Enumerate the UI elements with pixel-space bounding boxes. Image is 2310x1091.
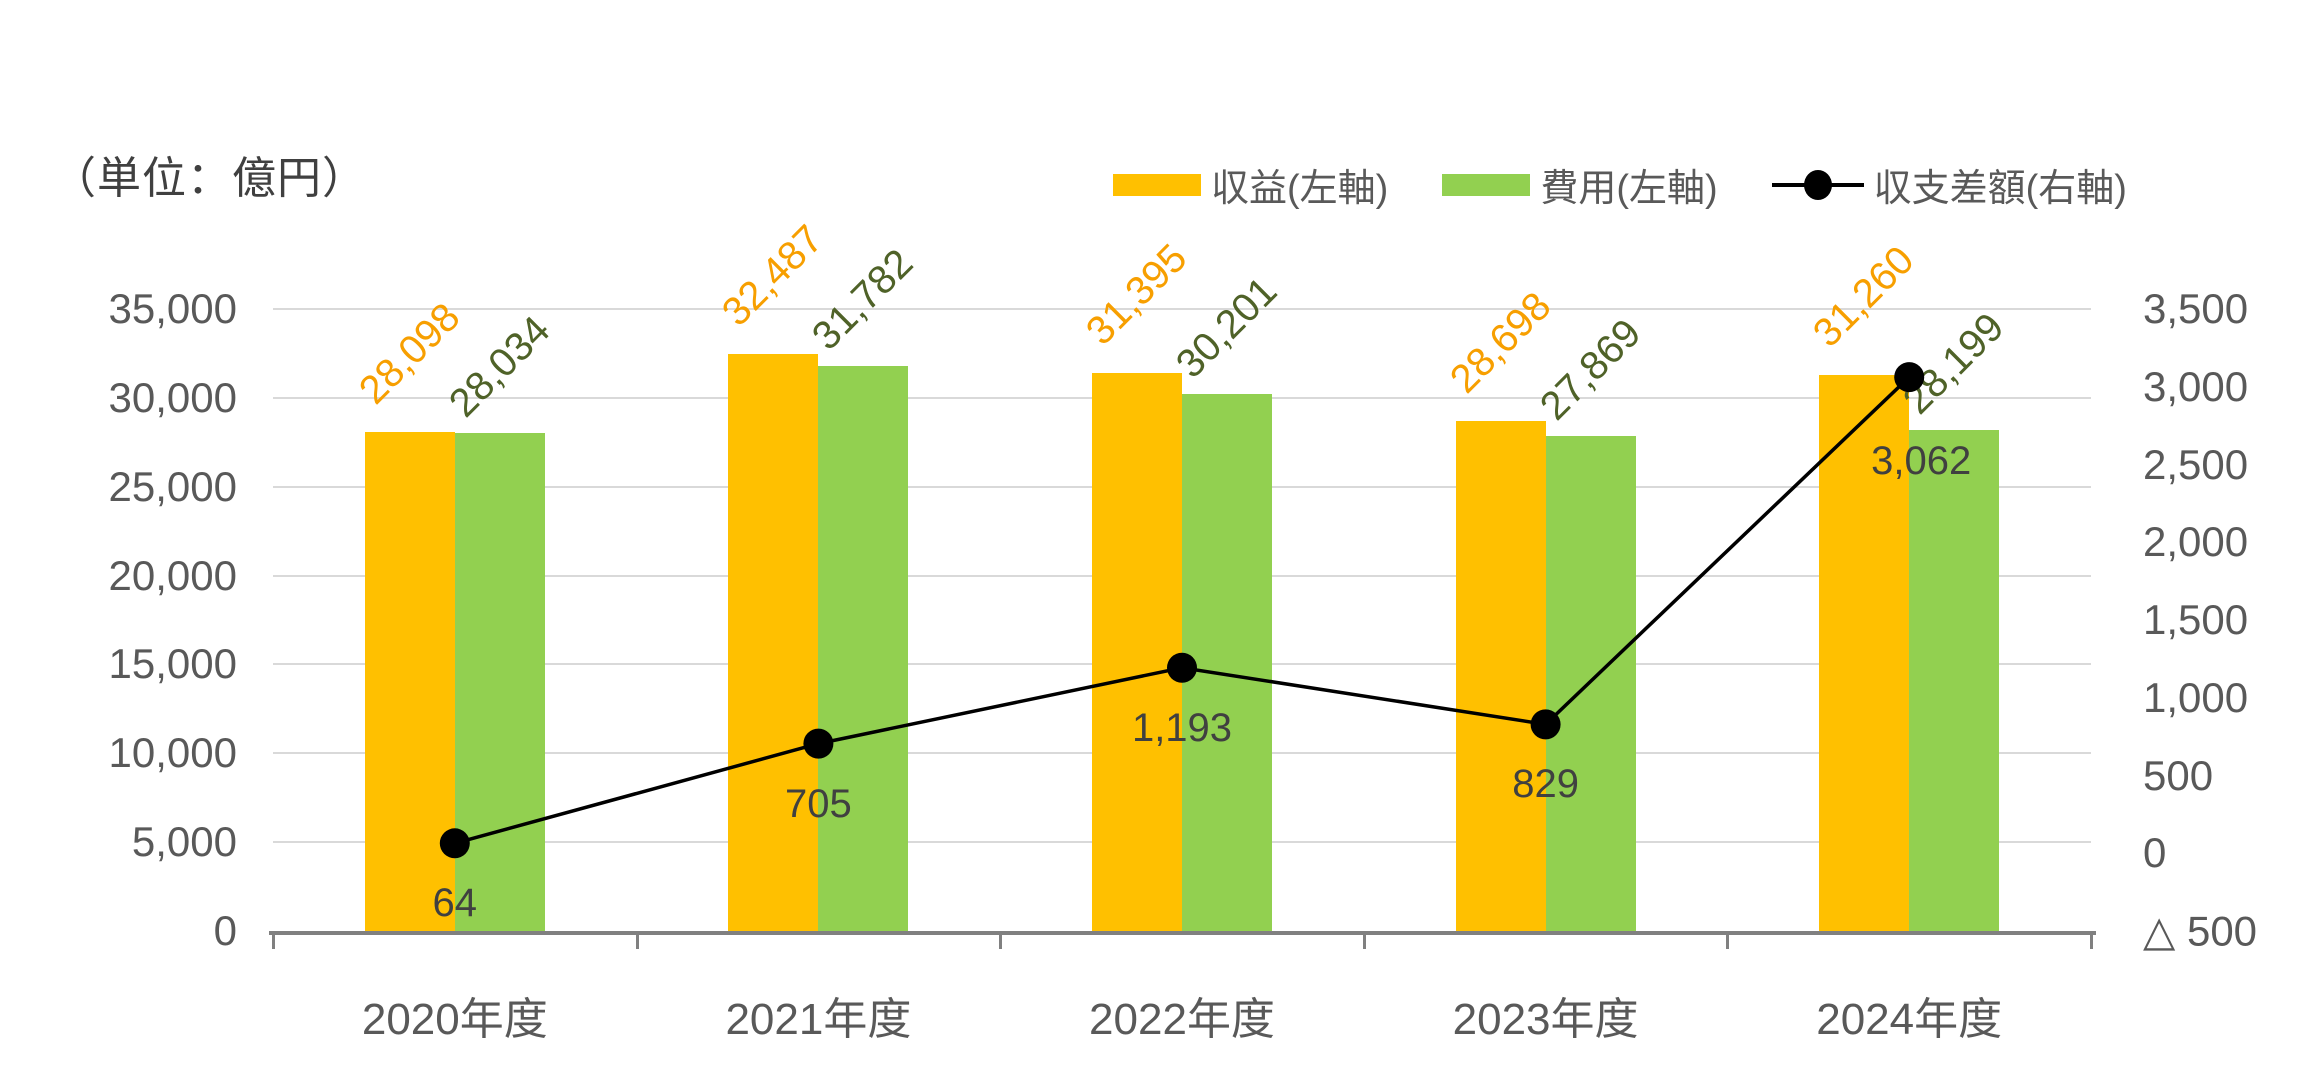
balance-value-label: 705: [785, 781, 852, 826]
x-axis-tick: [999, 935, 1003, 949]
bar-収益(左軸)-2022年度: [1092, 373, 1182, 931]
balance-line-marker-icon: [1771, 169, 1864, 200]
bar-収益(左軸)-2020年度: [364, 431, 455, 931]
right-axis-tick-label: 1,500: [2143, 596, 2249, 643]
x-axis-category-label: 2024年度: [1816, 995, 2003, 1044]
x-axis-line: [269, 931, 2096, 935]
balance-line-series: [439, 362, 1925, 859]
left-axis-tick-label: 15,000: [108, 640, 237, 688]
balance-value-label: 3,062: [1871, 439, 1972, 484]
x-axis-tick: [1726, 935, 1730, 949]
revenue-swatch-icon: [1113, 173, 1201, 196]
gridline: [273, 308, 2091, 310]
balance-value-label: 1,193: [1131, 705, 1233, 750]
x-axis-category-label: 2022年度: [1089, 995, 1275, 1044]
balance-point-marker: [439, 828, 470, 859]
balance-point-marker: [1894, 362, 1925, 393]
x-axis-category-label: 2023年度: [1452, 995, 1639, 1044]
expense-swatch-icon: [1442, 173, 1531, 196]
x-axis-category-label: 2021年度: [725, 995, 912, 1044]
right-axis-tick-label: 2,500: [2143, 440, 2249, 488]
balance-line: [454, 375, 1911, 845]
balance-point-marker: [803, 728, 834, 759]
x-axis-tick: [272, 935, 275, 949]
legend-item-revenue: 収益(左軸): [1113, 157, 1388, 212]
legend-label-revenue: 収益(左軸): [1211, 168, 1389, 210]
bar-収益(左軸)-2021年度: [728, 353, 819, 931]
left-axis-tick-label: 5,000: [131, 818, 237, 866]
balance-value-label: 64: [432, 881, 478, 926]
legend-item-balance: 収支差額(右軸): [1771, 157, 2127, 212]
x-axis-tick: [635, 935, 639, 949]
legend-label-expense: 費用(左軸): [1540, 168, 1718, 210]
right-axis-tick-label: △ 500: [2143, 907, 2258, 955]
x-axis-tick: [1362, 935, 1366, 949]
legend-label-balance: 収支差額(右軸): [1873, 168, 2127, 210]
left-axis-tick-label: 25,000: [108, 462, 237, 510]
left-axis-tick-label: 30,000: [108, 373, 237, 421]
right-axis-tick-label: 500: [2143, 751, 2214, 799]
right-axis-tick-label: 3,500: [2143, 285, 2249, 332]
right-axis-tick-label: 2,000: [2143, 518, 2249, 566]
left-axis-tick-label: 20,000: [108, 551, 237, 599]
unit-label: （単位：億円）: [52, 154, 367, 203]
x-axis-category-label: 2020年度: [361, 995, 548, 1044]
bar-収益(左軸)-2024年度: [1819, 375, 1910, 931]
bar-費用(左軸)-2022年度: [1182, 394, 1272, 931]
right-axis-tick-label: 0: [2143, 829, 2167, 877]
bar-収益(左軸)-2023年度: [1455, 420, 1546, 931]
bar-費用(左軸)-2020年度: [454, 432, 545, 931]
left-axis-tick-label: 35,000: [108, 285, 237, 332]
balance-value-label: 829: [1512, 762, 1579, 807]
plot-area: 28,098 32,487 31,395 28,698 31,260 28,034 31,7…: [273, 217, 2091, 931]
right-axis-tick-label: 3,000: [2143, 362, 2249, 410]
legend: 収益(左軸) 費用(左軸) 収支差額(右軸): [1113, 157, 2127, 212]
right-axis-tick-label: 1,000: [2143, 673, 2249, 721]
bar-費用(左軸)-2021年度: [818, 366, 909, 931]
bar-費用(左軸)-2024年度: [1909, 429, 2000, 931]
left-axis-tick-label: 10,000: [108, 729, 237, 777]
x-axis-tick: [2090, 935, 2093, 949]
legend-item-expense: 費用(左軸): [1442, 157, 1718, 212]
balance-point-marker: [1530, 709, 1561, 740]
left-axis-tick-label: 0: [213, 907, 237, 954]
balance-point-marker: [1167, 652, 1197, 683]
